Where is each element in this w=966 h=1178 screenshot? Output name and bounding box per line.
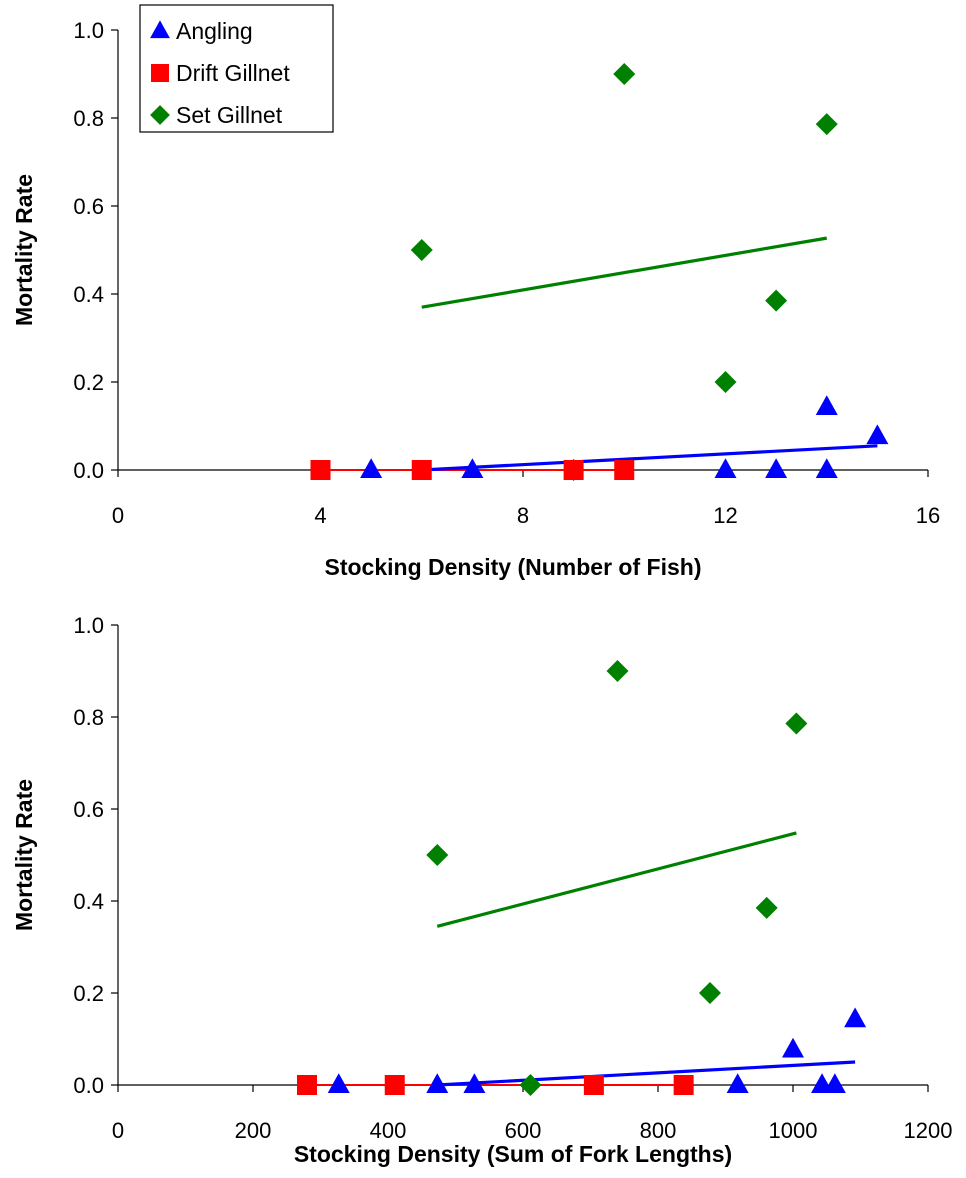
trendline-set-gillnet <box>421 236 828 309</box>
y-tick-label: 0.8 <box>73 106 104 131</box>
y-tick-label: 0.4 <box>73 282 104 307</box>
point-drift-gillnet <box>563 460 584 480</box>
point-angling <box>815 458 838 478</box>
legend: Angling Drift Gillnet Set Gillnet <box>139 4 334 133</box>
point-drift-gillnet <box>614 460 635 480</box>
point-set-gillnet <box>785 712 808 735</box>
point-angling <box>782 1037 804 1058</box>
y-axis-title: Mortality Rate <box>11 174 37 326</box>
legend-label: Drift Gillnet <box>176 60 290 86</box>
y-tick-label: 0.2 <box>73 370 104 395</box>
y-tick-label: 1.0 <box>73 18 104 43</box>
point-drift-gillnet <box>384 1075 405 1095</box>
point-set-gillnet <box>410 239 433 261</box>
point-set-gillnet <box>815 113 838 136</box>
point-angling <box>714 458 737 478</box>
point-drift-gillnet <box>673 1075 694 1095</box>
x-tick-label: 0 <box>112 503 124 528</box>
point-set-gillnet <box>613 63 636 85</box>
chart-2: 0.0 0.2 0.4 0.6 0.8 1.0 0 200 400 600 800 1000 1200 S… <box>11 613 952 1167</box>
y-tick-label: 0.6 <box>73 797 104 822</box>
x-tick-label: 8 <box>517 503 529 528</box>
point-angling <box>823 1073 846 1093</box>
y-axis-title: Mortality Rate <box>11 779 37 931</box>
x-tick-label: 4 <box>314 503 326 528</box>
x-tick-label: 0 <box>112 1118 124 1143</box>
legend-marker-set-gillnet <box>150 105 170 125</box>
y-tick-label: 0.4 <box>73 889 104 914</box>
point-drift-gillnet <box>297 1075 317 1095</box>
point-set-gillnet <box>714 371 737 393</box>
point-set-gillnet <box>698 982 721 1004</box>
y-tick-label: 0.6 <box>73 194 104 219</box>
y-tick-label: 0.8 <box>73 705 104 730</box>
x-tick-label: 12 <box>713 503 737 528</box>
legend-box <box>139 4 334 133</box>
legend-marker-angling <box>150 20 170 39</box>
point-angling <box>726 1073 749 1093</box>
point-angling <box>426 1073 449 1093</box>
point-set-gillnet <box>426 844 449 866</box>
point-set-gillnet <box>765 289 788 312</box>
point-angling <box>461 458 484 478</box>
point-angling <box>327 1073 350 1093</box>
x-axis-title: Stocking Density (Sum of Fork Lengths) <box>294 1141 732 1167</box>
y-tick-label: 0.0 <box>73 1073 104 1098</box>
point-set-gillnet <box>755 896 778 919</box>
x-tick-label: 600 <box>505 1118 542 1143</box>
x-axis-title: Stocking Density (Number of Fish) <box>325 554 702 580</box>
point-set-gillnet <box>606 660 629 682</box>
point-drift-gillnet <box>411 460 432 480</box>
x-tick-label: 800 <box>640 1118 677 1143</box>
point-angling <box>844 1007 867 1028</box>
point-angling <box>765 458 788 478</box>
x-tick-label: 1000 <box>769 1118 818 1143</box>
trendline-set-gillnet <box>436 831 797 928</box>
x-tick-label: 1200 <box>904 1118 953 1143</box>
point-angling <box>815 395 838 416</box>
trendline-angling <box>437 1060 856 1087</box>
y-tick-label: 0.0 <box>73 458 104 483</box>
chart-1: 0.0 0.2 0.4 0.6 0.8 1.0 0 4 8 12 16 Stocking Densit… <box>11 4 940 580</box>
legend-marker-drift-gillnet <box>151 64 169 82</box>
x-tick-label: 200 <box>235 1118 272 1143</box>
x-tick-label: 400 <box>370 1118 407 1143</box>
legend-label: Angling <box>176 18 253 44</box>
point-drift-gillnet <box>310 460 331 480</box>
y-tick-label: 1.0 <box>73 613 104 638</box>
point-angling <box>463 1073 486 1093</box>
trendline-angling <box>421 444 878 472</box>
x-tick-label: 16 <box>916 503 940 528</box>
point-angling <box>866 424 889 445</box>
point-drift-gillnet <box>583 1075 604 1095</box>
legend-label: Set Gillnet <box>176 102 283 128</box>
point-set-gillnet <box>519 1074 542 1096</box>
y-tick-label: 0.2 <box>73 981 104 1006</box>
point-angling <box>360 458 383 478</box>
